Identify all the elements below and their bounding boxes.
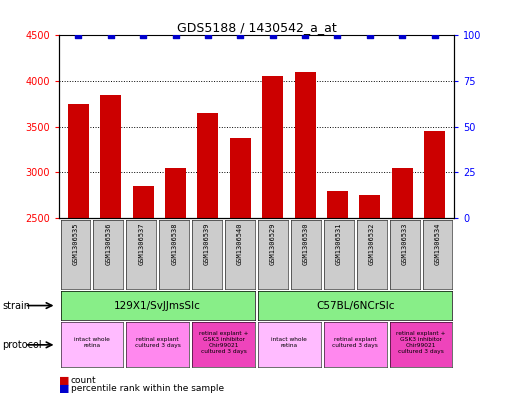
Point: [269, 32, 277, 39]
Text: GSM1306535: GSM1306535: [72, 222, 78, 264]
Text: GSM1306531: GSM1306531: [336, 222, 342, 264]
Bar: [133, 186, 154, 218]
Text: GSM1306538: GSM1306538: [171, 222, 177, 264]
Bar: [100, 95, 121, 218]
Text: ■: ■: [59, 383, 69, 393]
Text: retinal explant +
GSK3 inhibitor
Chir99021
cultured 3 days: retinal explant + GSK3 inhibitor Chir990…: [397, 331, 446, 354]
Text: GSM1306533: GSM1306533: [402, 222, 408, 264]
Text: ■: ■: [59, 375, 69, 386]
Text: GSM1306534: GSM1306534: [435, 222, 441, 264]
Text: GSM1306539: GSM1306539: [204, 222, 210, 264]
Point: [171, 32, 180, 39]
Text: intact whole
retina: intact whole retina: [74, 337, 110, 348]
Text: 129X1/SvJJmsSlc: 129X1/SvJJmsSlc: [114, 301, 201, 310]
Point: [333, 32, 342, 39]
Point: [301, 32, 309, 39]
Text: GSM1306532: GSM1306532: [369, 222, 374, 264]
Bar: [230, 138, 251, 218]
Text: GSM1306530: GSM1306530: [303, 222, 309, 264]
Text: retinal explant
cultured 3 days: retinal explant cultured 3 days: [135, 337, 181, 348]
Text: percentile rank within the sample: percentile rank within the sample: [71, 384, 224, 393]
Bar: [294, 72, 315, 218]
Point: [204, 32, 212, 39]
Text: count: count: [71, 376, 96, 385]
Text: C57BL/6NCrSlc: C57BL/6NCrSlc: [316, 301, 394, 310]
Title: GDS5188 / 1430542_a_at: GDS5188 / 1430542_a_at: [176, 21, 337, 34]
Point: [139, 32, 147, 39]
Point: [398, 32, 406, 39]
Bar: [392, 168, 413, 218]
Point: [74, 32, 83, 39]
Text: GSM1306529: GSM1306529: [270, 222, 276, 264]
Bar: [165, 168, 186, 218]
Text: GSM1306540: GSM1306540: [237, 222, 243, 264]
Bar: [424, 131, 445, 218]
Text: strain: strain: [3, 301, 31, 310]
Bar: [68, 104, 89, 218]
Point: [236, 32, 244, 39]
Text: GSM1306536: GSM1306536: [105, 222, 111, 264]
Text: retinal explant +
GSK3 inhibitor
Chir99021
cultured 3 days: retinal explant + GSK3 inhibitor Chir990…: [199, 331, 248, 354]
Point: [107, 32, 115, 39]
Point: [366, 32, 374, 39]
Bar: [359, 195, 380, 218]
Point: [430, 32, 439, 39]
Bar: [262, 77, 283, 218]
Text: GSM1306537: GSM1306537: [139, 222, 144, 264]
Bar: [198, 113, 219, 218]
Text: protocol: protocol: [3, 340, 42, 350]
Text: retinal explant
cultured 3 days: retinal explant cultured 3 days: [332, 337, 378, 348]
Text: intact whole
retina: intact whole retina: [271, 337, 307, 348]
Bar: [327, 191, 348, 218]
